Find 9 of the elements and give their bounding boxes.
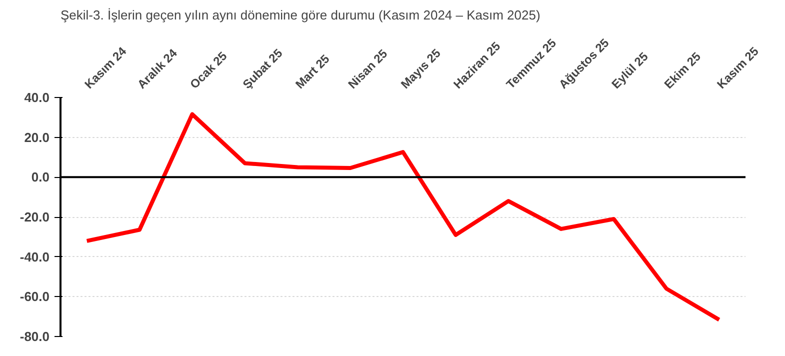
y-tick-label: -20.0 xyxy=(20,210,50,224)
y-tick-label: 20.0 xyxy=(24,130,50,145)
y-tick-label: -80.0 xyxy=(20,329,50,344)
chart-title: Şekil-3. İşlerin geçen yılın aynı dönemine göre durumu (Kasım 2024 – Kasım 2025) xyxy=(60,8,540,22)
line-series xyxy=(84,112,722,322)
y-tick-label: -60.0 xyxy=(20,289,50,304)
y-tick-label: 0.0 xyxy=(31,170,50,185)
y-tick-label: -40.0 xyxy=(20,249,50,264)
y-tick-label: 40.0 xyxy=(24,90,50,105)
